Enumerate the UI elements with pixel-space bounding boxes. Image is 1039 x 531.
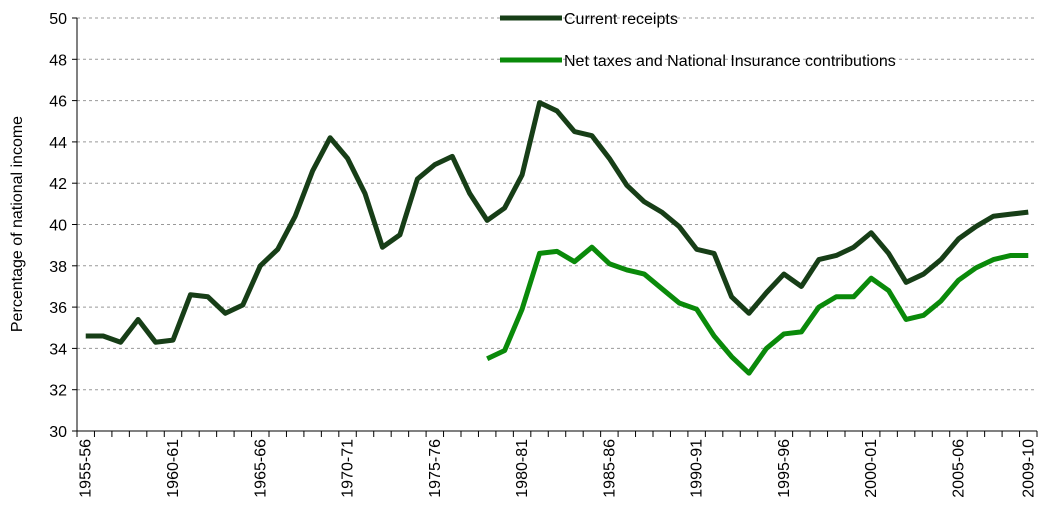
- x-tick-label: 1980-81: [514, 439, 531, 498]
- y-tick-label: 44: [49, 135, 67, 152]
- x-tick-label: 1960-61: [165, 439, 182, 498]
- x-tick-label: 2000-01: [863, 439, 880, 498]
- y-axis-title: Percentage of national income: [9, 116, 26, 332]
- series-line: [85, 100, 1029, 345]
- y-tick-label: 50: [49, 11, 67, 28]
- x-tick-label: 1965-66: [252, 439, 269, 498]
- y-tick-label: 34: [49, 341, 67, 358]
- y-tick-label: 30: [49, 424, 67, 441]
- x-tick-label: 1955-56: [78, 439, 95, 498]
- x-tick-label: 1990-91: [689, 439, 706, 498]
- y-tick-label: 48: [49, 52, 67, 69]
- x-tick-label: 2009-10: [1020, 439, 1037, 498]
- y-tick-label: 38: [49, 259, 67, 276]
- legend-label: Net taxes and National Insurance contrib…: [564, 53, 896, 70]
- y-tick-label: 46: [49, 94, 67, 111]
- x-tick-label: 2005-06: [950, 439, 967, 498]
- y-tick-label: 36: [49, 300, 67, 317]
- y-tick-label: 40: [49, 218, 67, 235]
- x-tick-label: 1970-71: [340, 439, 357, 498]
- y-tick-label: 32: [49, 383, 67, 400]
- legend-label: Current receipts: [564, 11, 678, 28]
- series-line: [486, 244, 1029, 376]
- y-tick-label: 42: [49, 176, 67, 193]
- x-tick-label: 1975-76: [427, 439, 444, 498]
- x-tick-label: 1985-86: [601, 439, 618, 498]
- x-tick-label: 1995-96: [776, 439, 793, 498]
